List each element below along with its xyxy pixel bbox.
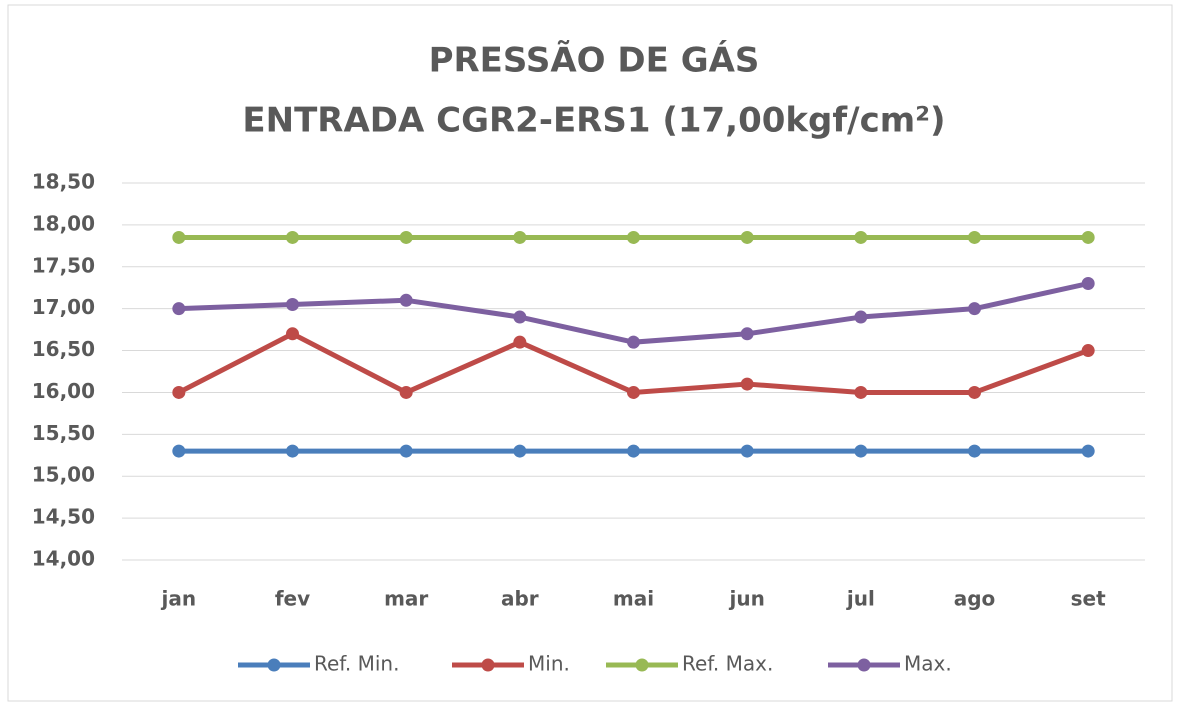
point — [627, 335, 640, 349]
chart-title: PRESSÃO DE GÁS — [429, 40, 760, 81]
point — [513, 230, 527, 244]
point — [740, 327, 754, 341]
x-tick-label: abr — [501, 587, 539, 611]
point — [968, 230, 981, 244]
y-tick-label: 17,50 — [32, 253, 95, 277]
y-tick-label: 16,00 — [32, 379, 95, 403]
legend-label: Max. — [904, 652, 952, 676]
point — [1081, 344, 1095, 358]
x-tick-label: mai — [613, 587, 654, 611]
point — [513, 444, 527, 458]
x-tick-label: mar — [384, 587, 428, 611]
chart-border — [7, 4, 1173, 702]
chart-title: ENTRADA CGR2-ERS1 (17,00kgf/cm²) — [242, 101, 945, 141]
point — [513, 335, 527, 349]
point — [513, 310, 527, 324]
point — [399, 293, 413, 307]
legend-label: Min. — [528, 652, 570, 676]
point — [740, 230, 754, 244]
legend-marker — [481, 658, 495, 672]
point — [968, 444, 981, 458]
point — [172, 385, 186, 399]
point — [854, 230, 868, 244]
point — [286, 327, 299, 341]
point — [1081, 277, 1095, 291]
point — [172, 444, 186, 458]
x-tick-label: jan — [161, 587, 197, 611]
point — [854, 444, 868, 458]
x-tick-label: fev — [275, 587, 310, 611]
point — [399, 444, 413, 458]
legend-label: Ref. Max. — [682, 652, 773, 676]
point — [286, 230, 299, 244]
legend-marker — [857, 658, 871, 672]
legend-marker — [267, 658, 281, 672]
x-tick-label: jun — [728, 587, 764, 611]
x-tick-label: ago — [954, 587, 996, 611]
y-tick-label: 15,00 — [32, 463, 95, 487]
y-tick-label: 16,50 — [32, 337, 95, 361]
point — [1081, 230, 1095, 244]
y-tick-label: 15,50 — [32, 421, 95, 445]
x-tick-label: jul — [846, 587, 875, 611]
point — [399, 230, 413, 244]
point — [627, 444, 640, 458]
x-tick-label: set — [1071, 587, 1106, 611]
point — [172, 302, 186, 316]
y-tick-label: 17,00 — [32, 295, 95, 319]
y-tick-label: 18,50 — [32, 170, 95, 194]
y-tick-label: 14,50 — [32, 505, 95, 529]
point — [854, 310, 868, 324]
point — [286, 444, 299, 458]
point — [968, 302, 981, 316]
point — [627, 385, 640, 399]
point — [286, 297, 299, 311]
point — [1081, 444, 1095, 458]
point — [627, 230, 640, 244]
point — [740, 444, 754, 458]
y-tick-label: 18,00 — [32, 211, 95, 235]
legend-marker — [635, 658, 649, 672]
point — [399, 385, 413, 399]
point — [172, 230, 186, 244]
point — [854, 385, 868, 399]
y-tick-label: 14,00 — [32, 547, 95, 571]
point — [968, 385, 981, 399]
legend-label: Ref. Min. — [314, 652, 399, 676]
point — [740, 377, 754, 391]
